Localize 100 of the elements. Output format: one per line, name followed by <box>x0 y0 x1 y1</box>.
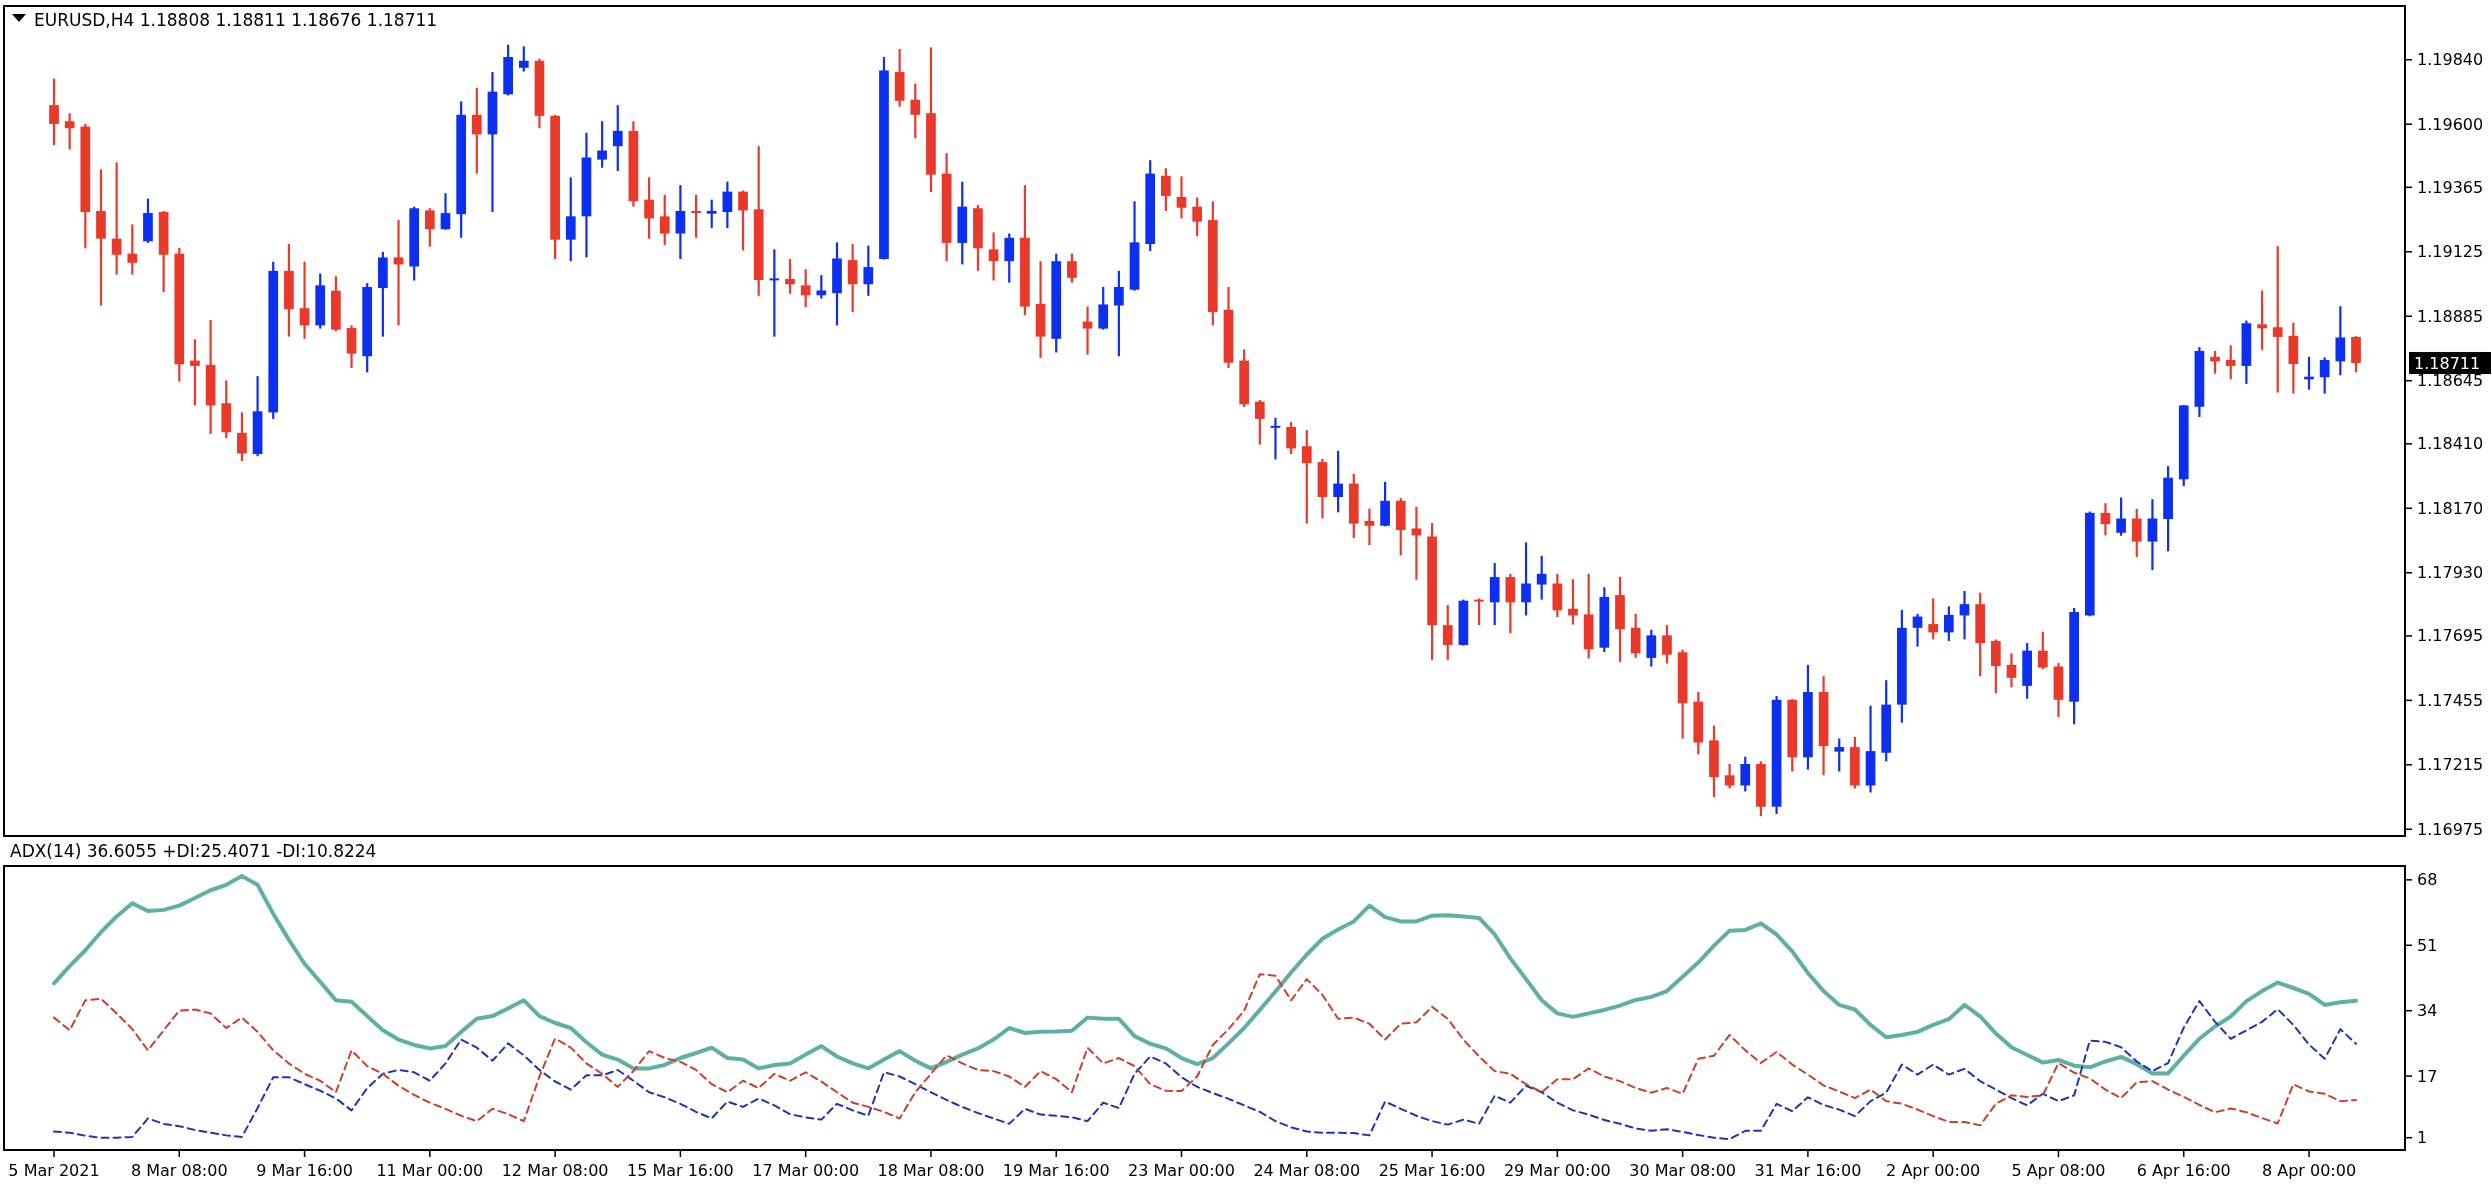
candlestick <box>518 45 529 73</box>
candlestick <box>644 176 654 240</box>
candlestick <box>691 193 701 239</box>
y-tick-label: 51 <box>2417 935 2438 955</box>
candlestick <box>1333 449 1343 514</box>
candlestick <box>769 248 780 338</box>
candlestick <box>738 189 748 252</box>
candlestick <box>2257 289 2267 351</box>
x-tick-label: 8 Mar 08:00 <box>130 1161 228 1180</box>
x-tick-label: 29 Mar 00:00 <box>1503 1161 1611 1180</box>
text: 1.18711 <box>2414 353 2481 373</box>
candlestick <box>1364 507 1375 547</box>
candlestick <box>863 244 874 297</box>
y-tick-label: 1.17455 <box>2417 690 2484 710</box>
candlestick <box>2037 630 2048 671</box>
candlestick <box>910 82 921 140</box>
candlestick <box>1176 175 1187 220</box>
x-tick-label: 15 Mar 16:00 <box>626 1161 734 1180</box>
candlestick <box>816 274 827 300</box>
x-tick-label: 2 Apr 00:00 <box>1886 1161 1981 1180</box>
y-tick-label: 1 <box>2417 1128 2428 1148</box>
y-tick-label: 1.18170 <box>2417 498 2484 518</box>
candlestick <box>1740 755 1751 793</box>
candlestick <box>1286 420 1296 456</box>
candlestick <box>190 338 200 407</box>
candlestick <box>597 120 607 169</box>
x-tick-label: 24 Mar 08:00 <box>1253 1161 1361 1180</box>
x-tick-label: 23 Mar 00:00 <box>1128 1161 1235 1180</box>
x-tick-label: 6 Apr 16:00 <box>2136 1161 2231 1180</box>
line-series <box>52 874 2358 1076</box>
candlestick <box>612 104 623 173</box>
candlestick <box>440 192 451 231</box>
candlestick <box>675 184 686 261</box>
candlestick <box>1959 589 1970 641</box>
candlestick <box>2147 498 2158 572</box>
candlestick <box>1662 624 1672 665</box>
candlestick <box>2100 502 2111 537</box>
y-tick-label: 17 <box>2417 1066 2438 1086</box>
candlestick <box>1568 578 1578 626</box>
candlestick <box>1004 232 1015 284</box>
candlestick <box>1270 416 1281 461</box>
candlestick <box>1411 505 1422 581</box>
candlestick <box>127 223 138 276</box>
y-tick-label: 1.18410 <box>2417 434 2484 454</box>
candlestick <box>800 268 811 309</box>
candlestick <box>659 193 670 247</box>
candlestick <box>1646 628 1657 668</box>
y-tick-label: 68 <box>2417 870 2438 890</box>
candlestick <box>2116 496 2126 537</box>
candlestick <box>785 257 795 295</box>
line-series <box>53 973 2357 1127</box>
x-tick-label: 5 Mar 2021 <box>8 1161 100 1180</box>
x-tick-label: 12 Mar 08:00 <box>501 1161 609 1180</box>
candlestick <box>49 77 59 147</box>
candlestick <box>1536 554 1547 601</box>
y-tick-label: 34 <box>2417 1001 2438 1021</box>
x-tick-label: 17 Mar 00:00 <box>752 1161 860 1180</box>
candlestick <box>2335 305 2346 377</box>
candlestick <box>237 411 247 463</box>
candlestick <box>722 180 733 230</box>
y-tick-label: 1.19365 <box>2417 177 2484 197</box>
y-tick-label: 1.18885 <box>2417 306 2484 326</box>
candlestick <box>1912 612 1923 648</box>
x-tick-label: 8 Apr 00:00 <box>2261 1161 2357 1180</box>
candlestick <box>1161 167 1171 213</box>
candlestick <box>2225 344 2236 381</box>
x-tick-label: 9 Mar 16:00 <box>256 1161 353 1180</box>
candlestick <box>1301 429 1312 525</box>
y-tick-label: 1.16975 <box>2417 819 2484 839</box>
candlestick <box>299 260 310 340</box>
candlestick <box>471 86 482 175</box>
y-tick-label: 1.18645 <box>2417 371 2484 391</box>
candlestick <box>2210 349 2220 375</box>
candlestick <box>988 231 999 282</box>
x-tick-label: 30 Mar 08:00 <box>1629 1161 1737 1180</box>
y-tick-label: 1.17215 <box>2417 755 2484 775</box>
x-tick-label: 19 Mar 16:00 <box>1002 1161 1110 1180</box>
candlestick <box>1928 597 1939 641</box>
chart-title: EURUSD,H4 1.18808 1.18811 1.18676 1.18711 <box>34 10 438 30</box>
candlestick <box>64 112 75 151</box>
x-tick-label: 18 Mar 08:00 <box>877 1161 985 1180</box>
x-tick-label: 31 Mar 16:00 <box>1754 1161 1862 1180</box>
candlestick <box>565 176 576 263</box>
candlestick <box>424 207 435 248</box>
candlestick <box>393 218 404 327</box>
candlestick <box>1521 541 1531 617</box>
candlestick <box>1834 737 1845 773</box>
candlestick <box>1082 305 1093 356</box>
candlestick <box>1474 597 1484 627</box>
candlestick <box>1442 603 1453 662</box>
y-tick-label: 1.17695 <box>2417 626 2484 646</box>
y-tick-label: 1.17930 <box>2417 563 2484 583</box>
y-tick-label: 1.19600 <box>2417 114 2484 134</box>
candlestick <box>2131 507 2142 559</box>
x-tick-label: 25 Mar 16:00 <box>1378 1161 1486 1180</box>
candlestick <box>111 161 122 276</box>
candlestick <box>1254 398 1265 446</box>
candlestick <box>1114 269 1124 358</box>
x-tick-label: 5 Apr 08:00 <box>2011 1161 2106 1180</box>
x-tick-label: 11 Mar 00:00 <box>376 1161 484 1180</box>
